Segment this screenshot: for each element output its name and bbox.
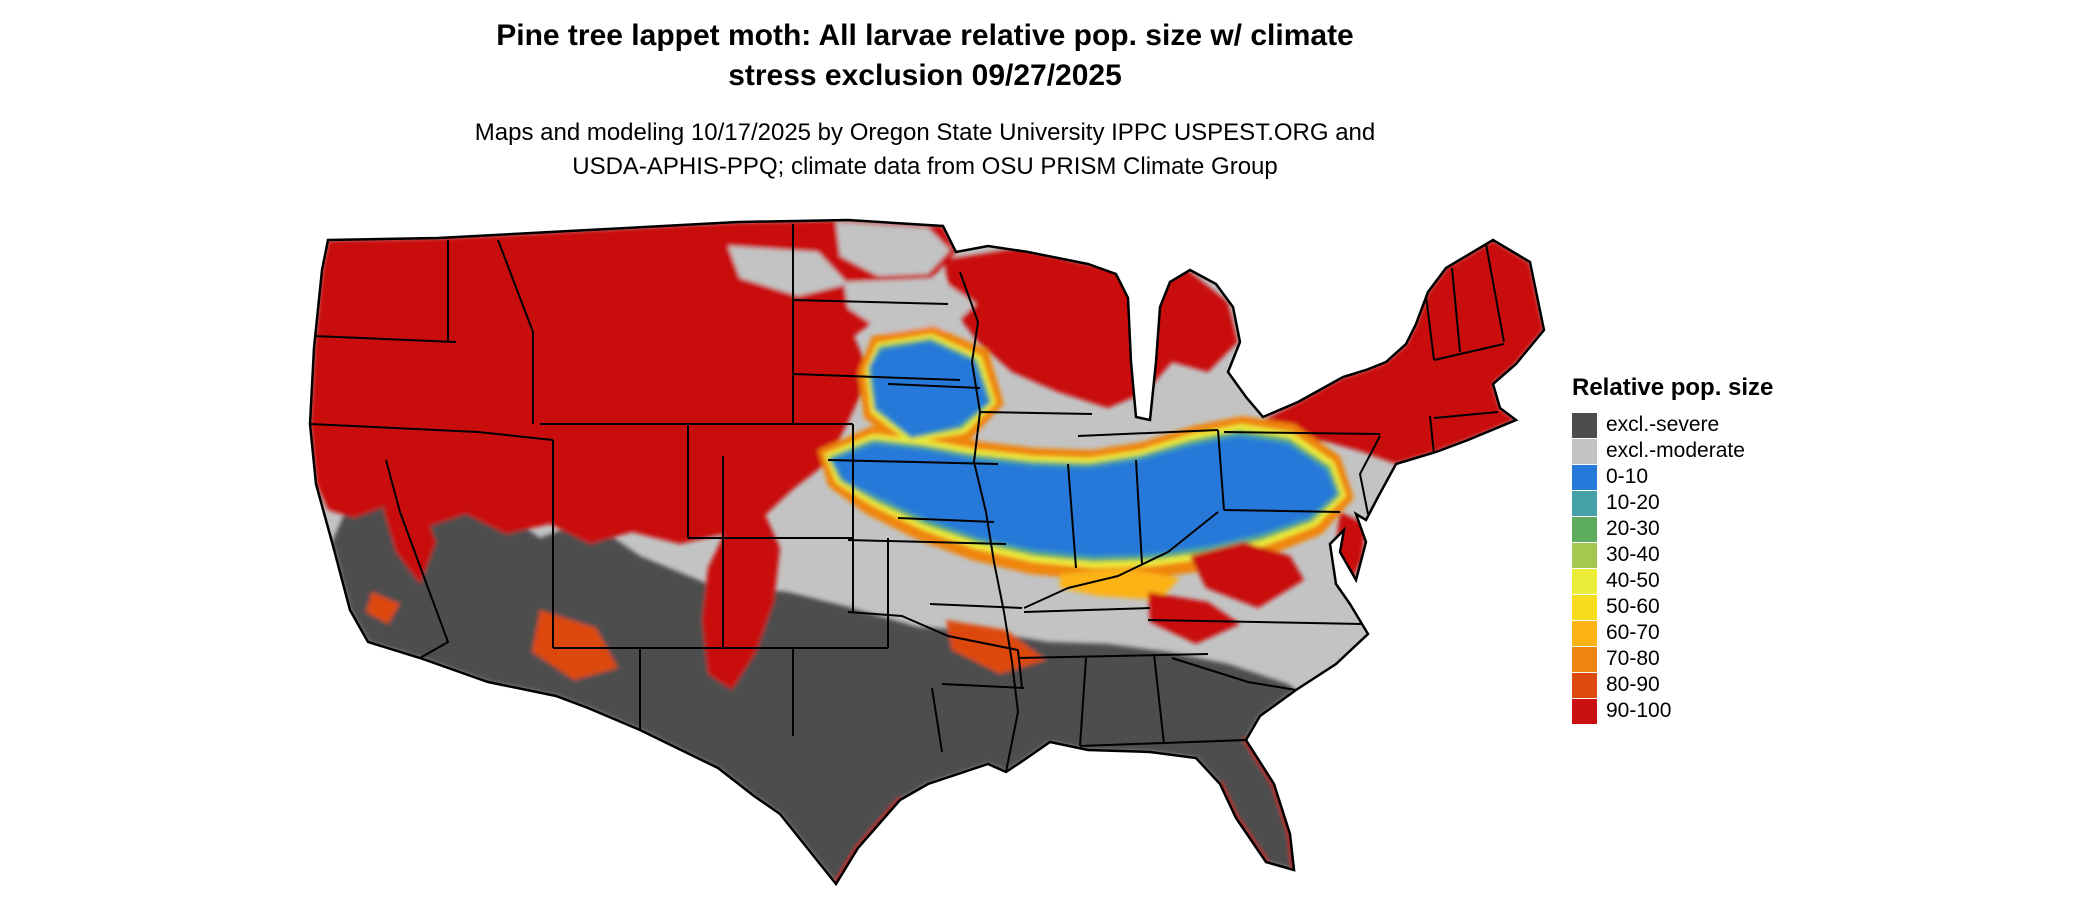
- region-high-rockies-corridor: [702, 512, 780, 690]
- map-title-line1: Pine tree lappet moth: All larvae relati…: [496, 19, 1354, 52]
- legend-item: 0-10: [1572, 464, 1773, 490]
- legend-swatch-color: [1572, 594, 1597, 620]
- band-core-blue: [832, 342, 1336, 556]
- legend-item: 10-20: [1572, 490, 1773, 516]
- region-moderate-patch-north-minnesota: [836, 222, 950, 276]
- legend-item: 50-60: [1572, 594, 1773, 620]
- map-raster: [310, 220, 1544, 884]
- legend-item: 70-80: [1572, 646, 1773, 672]
- map-subtitle-line2: USDA-APHIS-PPQ; climate data from OSU PR…: [572, 153, 1278, 180]
- map-subtitle: Maps and modeling 10/17/2025 by Oregon S…: [0, 116, 1850, 184]
- legend-swatch: [1572, 568, 1597, 594]
- legend-swatch-color: [1572, 646, 1597, 672]
- legend: Relative pop. size excl.-severe excl.-mo…: [1572, 374, 1773, 724]
- legend-item: excl.-moderate: [1572, 438, 1773, 464]
- legend-swatch: [1572, 594, 1597, 620]
- legend-swatch: [1572, 646, 1597, 672]
- legend-swatch-color: [1572, 672, 1597, 698]
- legend-swatch-color: [1572, 438, 1597, 464]
- legend-label: excl.-severe: [1606, 413, 1720, 436]
- legend-item: excl.-severe: [1572, 412, 1773, 438]
- legend-title: Relative pop. size: [1572, 374, 1774, 401]
- region-moderate-patch-central-minnesota: [844, 278, 976, 332]
- legend-swatch: [1572, 672, 1597, 698]
- region-high-northeast: [1263, 240, 1544, 464]
- legend-swatch-color: [1572, 490, 1597, 516]
- us-population-map: [288, 212, 1558, 892]
- legend-item: 20-30: [1572, 516, 1773, 542]
- legend-label: 30-40: [1606, 543, 1660, 566]
- map-title-line2: stress exclusion 09/27/2025: [728, 59, 1122, 92]
- legend-swatch-color: [1572, 516, 1597, 542]
- legend-swatch-color: [1572, 568, 1597, 594]
- legend-label: 70-80: [1606, 647, 1660, 670]
- legend-label: excl.-moderate: [1606, 439, 1745, 462]
- legend-swatch: [1572, 516, 1597, 542]
- legend-item: 90-100: [1572, 698, 1773, 724]
- legend-swatch: [1572, 698, 1597, 724]
- legend-item: 60-70: [1572, 620, 1773, 646]
- legend-item: 80-90: [1572, 672, 1773, 698]
- legend-swatch: [1572, 490, 1597, 516]
- legend-item: 30-40: [1572, 542, 1773, 568]
- legend-label: 60-70: [1606, 621, 1660, 644]
- legend-item: 40-50: [1572, 568, 1773, 594]
- legend-swatch: [1572, 464, 1597, 490]
- legend-label: 80-90: [1606, 673, 1660, 696]
- legend-swatch-color: [1572, 620, 1597, 646]
- region-high-socal-mountains: [366, 592, 400, 624]
- legend-swatch-color: [1572, 542, 1597, 568]
- legend-swatch: [1572, 412, 1597, 438]
- legend-swatch-color: [1572, 698, 1597, 724]
- state-borders: [310, 224, 1505, 773]
- legend-swatch-color: [1572, 464, 1597, 490]
- legend-swatch: [1572, 620, 1597, 646]
- map-subtitle-line1: Maps and modeling 10/17/2025 by Oregon S…: [474, 119, 1376, 146]
- legend-swatch-color: [1572, 412, 1597, 438]
- region-high-ozarks: [946, 620, 1046, 674]
- us-map-svg: [308, 218, 1546, 886]
- region-excluded-severe-south: [332, 480, 1296, 884]
- map-title: Pine tree lappet moth: All larvae relati…: [0, 16, 1850, 96]
- legend-label: 40-50: [1606, 569, 1660, 592]
- region-high-appalachia: [1148, 542, 1304, 644]
- legend-label: 0-10: [1606, 465, 1649, 488]
- legend-swatch: [1572, 438, 1597, 464]
- legend-label: 50-60: [1606, 595, 1660, 618]
- region-orange-kentucky: [1060, 568, 1180, 600]
- legend-swatch: [1572, 542, 1597, 568]
- legend-label: 10-20: [1606, 491, 1660, 514]
- region-moderate-patch-north-dakota: [728, 246, 848, 296]
- legend-label: 90-100: [1606, 699, 1672, 722]
- legend-label: 20-30: [1606, 517, 1660, 540]
